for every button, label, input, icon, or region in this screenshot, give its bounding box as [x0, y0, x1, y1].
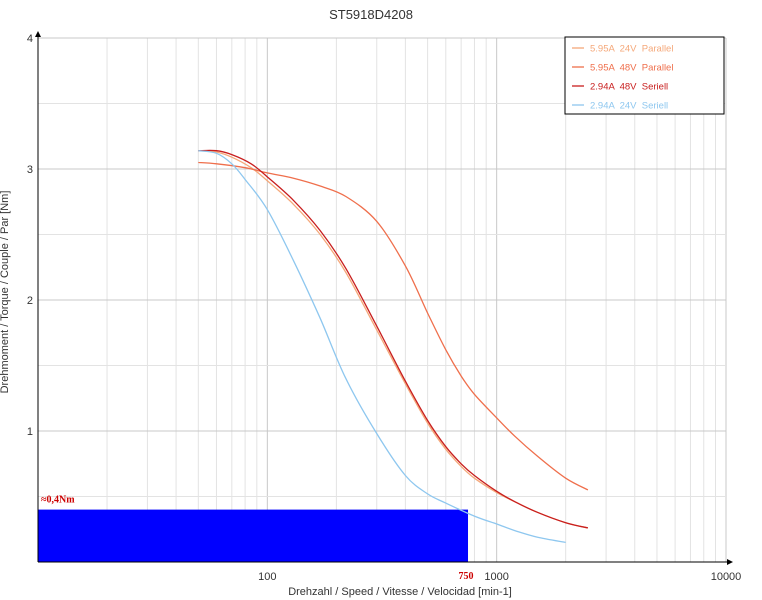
y-tick-label: 2 — [27, 295, 33, 307]
y-axis-arrow — [35, 31, 41, 37]
chart-title: ST5918D4208 — [329, 7, 413, 22]
label-layer: 100 1000 10000 1 2 3 4 — [27, 33, 741, 583]
legend-label: 2.94A 48V Seriell — [590, 82, 668, 93]
torque-annotation: ≈0,4Nm — [41, 495, 75, 506]
legend: 5.95A 24V Parallel 5.95A 48V Parallel 2.94… — [564, 36, 725, 115]
legend-items: 5.95A 24V Parallel 5.95A 48V Parallel 2.94… — [572, 44, 673, 112]
legend-label: 5.95A 24V Parallel — [590, 44, 673, 55]
grid-layer — [38, 37, 727, 562]
series-line-2 — [198, 161, 589, 491]
x-axis-arrow — [727, 559, 733, 565]
y-axis-title: Drehmoment / Torque / Couple / Par [Nm] — [0, 191, 11, 394]
series-layer — [198, 149, 589, 544]
series-line-3 — [198, 149, 589, 529]
series-line-4 — [198, 150, 566, 544]
x-axis-title: Drehzahl / Speed / Vitesse / Velocidad [… — [288, 586, 512, 598]
highlight-region — [38, 509, 469, 562]
x-tick-label: 1000 — [484, 571, 508, 583]
legend-box — [564, 36, 725, 115]
y-tick-label: 1 — [27, 426, 33, 438]
legend-label: 2.94A 24V Seriell — [590, 101, 668, 112]
y-tick-label: 3 — [27, 164, 33, 176]
x-tick-label: 10000 — [711, 571, 742, 583]
x-tick-label: 100 — [258, 571, 276, 583]
y-tick-label: 4 — [27, 33, 33, 45]
highlight-layer: ≈0,4Nm 750 — [38, 495, 474, 582]
axis-layer — [35, 31, 733, 565]
speed-annotation: 750 — [459, 571, 474, 582]
legend-label: 5.95A 48V Parallel — [590, 63, 673, 74]
